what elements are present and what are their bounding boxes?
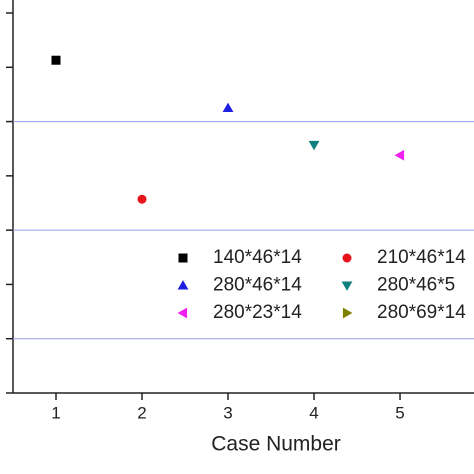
legend-label: 280*46*14 (213, 275, 302, 296)
x-tick-label: 5 (395, 403, 404, 422)
x-tick-label: 4 (309, 403, 318, 422)
marker (308, 140, 320, 151)
legend-marker (342, 253, 352, 263)
legend-label: 140*46*14 (213, 247, 302, 268)
marker (51, 55, 61, 65)
x-tick-label: 3 (223, 403, 232, 422)
x-tick-label: 1 (51, 403, 60, 422)
x-axis-title: Case Number (211, 433, 341, 456)
legend-label: 280*69*14 (377, 302, 466, 323)
marker (137, 194, 147, 204)
legend-label: 280*46*5 (377, 275, 455, 296)
marker (222, 102, 234, 113)
marker (394, 149, 405, 161)
x-tick-label: 2 (137, 403, 146, 422)
legend-marker (177, 307, 188, 319)
legend-label: 280*23*14 (213, 302, 302, 323)
legend-marker (342, 307, 353, 319)
legend-label: 210*46*14 (377, 247, 466, 268)
legend-marker (177, 280, 189, 290)
legend-marker (341, 281, 353, 291)
legend-marker (178, 253, 188, 263)
